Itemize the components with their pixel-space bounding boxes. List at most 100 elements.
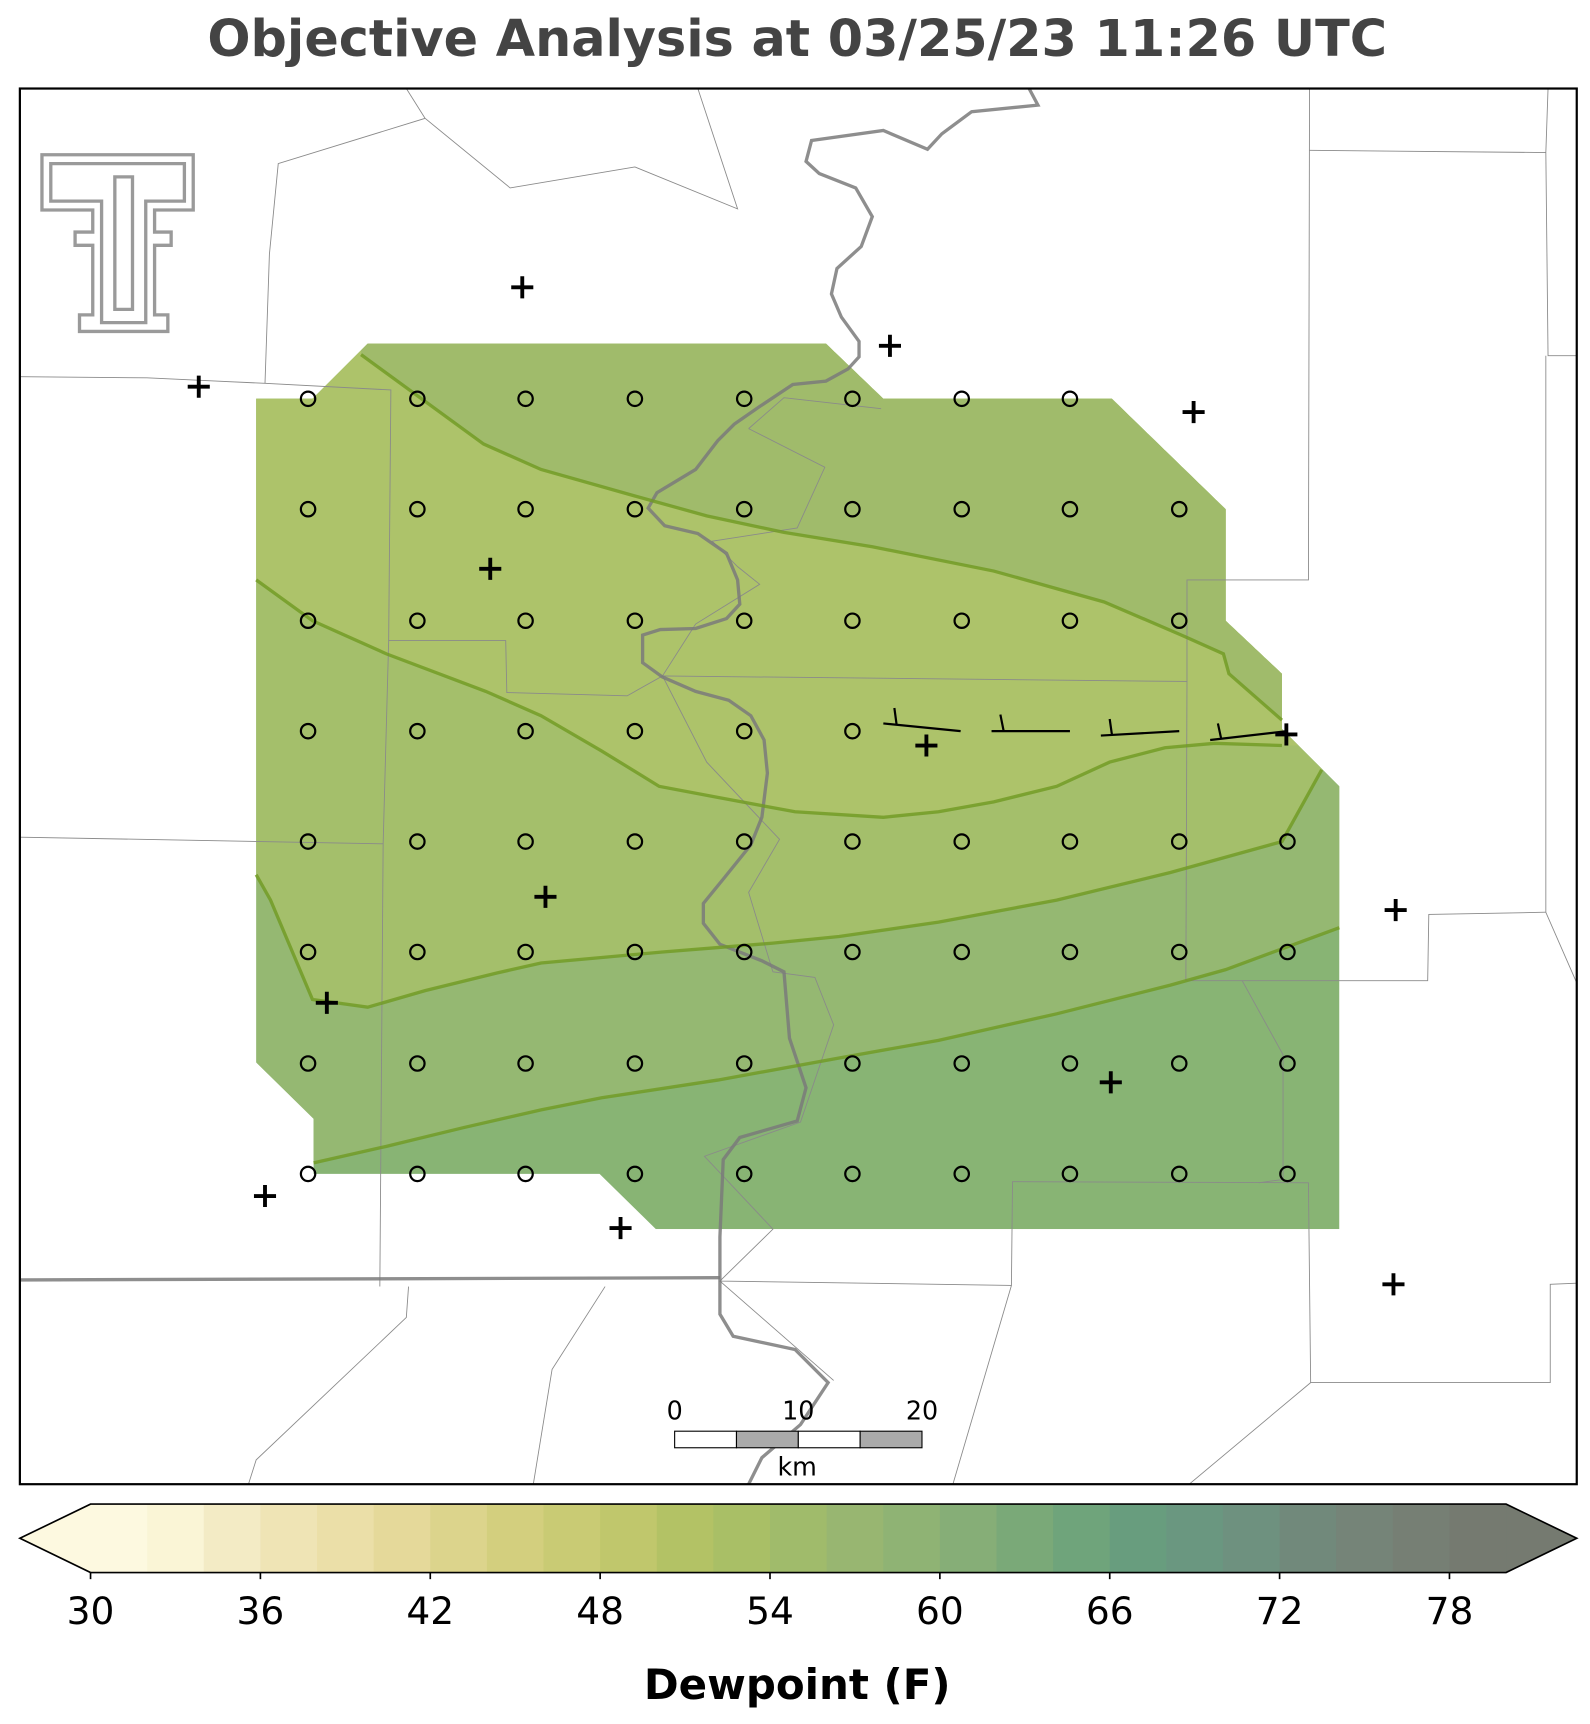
grid-point: [844, 833, 861, 850]
colorbar-extend: [19, 1504, 91, 1573]
grid-point: [299, 1055, 317, 1072]
grid-point: [409, 500, 426, 518]
colorbar-box: [1392, 1504, 1451, 1573]
grid-point: [953, 1055, 971, 1072]
state-border: [19, 1276, 720, 1282]
colorbar-extend: [1506, 1504, 1577, 1573]
wind-barbs: [883, 707, 1288, 742]
grid-point: [517, 833, 534, 850]
grid-point: [409, 1055, 426, 1072]
county-line: [662, 675, 1577, 1384]
grid-point: [844, 943, 861, 961]
station: [1182, 401, 1205, 424]
map-frame: [18, 87, 1578, 1486]
colorbar-box: [713, 1504, 771, 1573]
contour-line: [254, 768, 1324, 1009]
wind-barb: [991, 714, 1070, 733]
colorbar-box: [317, 1504, 375, 1573]
station: [915, 734, 938, 757]
colorbar-box: [543, 1504, 601, 1573]
grid-point: [1061, 1055, 1079, 1072]
grid-point: [626, 833, 644, 850]
grid-point: [299, 500, 317, 518]
grid-point: [299, 833, 317, 850]
grid-point: [1061, 833, 1079, 850]
grid-point: [953, 612, 971, 630]
wind-barb: [1210, 723, 1288, 742]
grid-point: [409, 722, 426, 740]
grid-point: [299, 943, 317, 961]
grid-point: [953, 390, 971, 408]
grid-point: [626, 722, 644, 740]
colorbar-box: [656, 1504, 715, 1573]
grid-point: [517, 612, 534, 630]
colorbar-box: [260, 1504, 318, 1573]
colorbar-tick-label: 78: [1426, 1589, 1474, 1633]
station: [1099, 1071, 1122, 1094]
scale-bar: km 0 10 20: [667, 1395, 939, 1481]
grid-point: [409, 612, 426, 630]
grid-point: [409, 833, 426, 850]
grid-point: [1279, 1165, 1296, 1183]
grid-point: [844, 1055, 861, 1072]
grid-point: [299, 612, 317, 630]
grid-point: [517, 1165, 534, 1183]
grid-point: [735, 500, 753, 518]
colorbar-box: [883, 1504, 941, 1573]
scale-segment: [674, 1430, 738, 1449]
grid-point: [626, 1165, 644, 1183]
grid-point: [1061, 943, 1079, 961]
scale-segment: [797, 1430, 861, 1449]
grid-point: [953, 943, 971, 961]
grid-point: [1279, 1055, 1296, 1072]
county-line: [264, 88, 739, 384]
grid-point: [844, 390, 861, 408]
colorbar-box: [430, 1504, 488, 1573]
grid-point: [1061, 390, 1079, 408]
grid-point: [517, 943, 534, 961]
grid-point: [1170, 1055, 1188, 1072]
station: [1384, 898, 1407, 922]
station: [479, 557, 502, 580]
scale-unit: km: [777, 1452, 816, 1482]
colorbar-box: [203, 1504, 262, 1573]
colorbar-box: [600, 1504, 658, 1573]
station: [878, 334, 902, 357]
stations: [187, 276, 1407, 1296]
colorbar-box: [1222, 1504, 1281, 1573]
county-line: [19, 640, 1546, 1287]
scale-tick-label: 20: [906, 1395, 938, 1425]
grid-point: [953, 833, 971, 850]
grid-point: [1279, 943, 1296, 961]
station: [511, 276, 534, 299]
station: [187, 375, 210, 398]
grid-point: [735, 943, 753, 961]
grid-point: [517, 1055, 534, 1072]
colorbar-label: Dewpoint (F): [644, 1660, 951, 1709]
grid-point: [953, 500, 971, 518]
grid-point: [626, 1055, 644, 1072]
grid-point: [409, 390, 426, 408]
grid-point: [626, 612, 644, 630]
grid-point: [953, 1165, 971, 1183]
grid-point: [844, 612, 861, 630]
station: [253, 1184, 277, 1208]
grid-point: [1170, 943, 1188, 961]
wind-barb: [883, 707, 961, 733]
wind-barb: [1100, 718, 1180, 737]
colorbar-box: [373, 1504, 431, 1573]
grid-point: [626, 500, 644, 518]
grid-point: [844, 1165, 861, 1183]
colorbar-box: [1053, 1504, 1111, 1573]
boundaries: [19, 88, 1577, 1485]
colorbar-tick-label: 48: [576, 1589, 624, 1633]
grid-point: [1170, 833, 1188, 850]
contour-line: [360, 353, 1284, 722]
colorbar-tick-label: 60: [916, 1589, 964, 1633]
grid-point: [735, 390, 753, 408]
colorbar-box: [770, 1504, 828, 1573]
grid-point: [299, 722, 317, 740]
scale-segment: [859, 1430, 923, 1449]
grid-point: [735, 833, 753, 850]
colorbar-tick-label: 54: [746, 1589, 794, 1633]
